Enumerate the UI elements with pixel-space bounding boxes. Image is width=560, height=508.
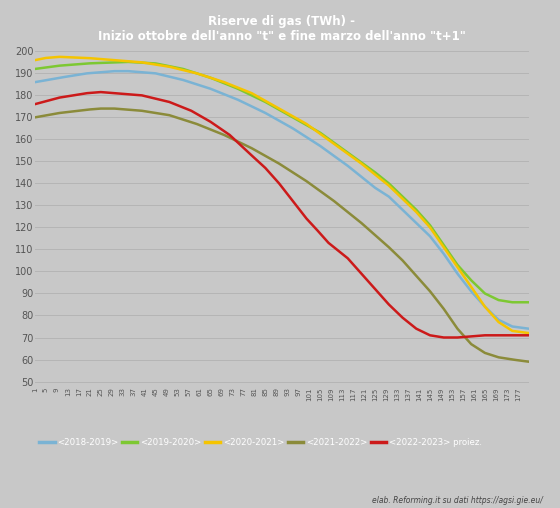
<2020-2021> [270, 103, 277, 109]
<2018-2019> [270, 115, 277, 121]
<2022-2023> proiez. [273, 177, 279, 183]
<2020-2021> [443, 248, 450, 255]
<2020-2021> [31, 57, 38, 63]
<2018-2019> [273, 116, 279, 122]
<2020-2021> [273, 104, 279, 110]
<2018-2019> [73, 72, 80, 78]
Line: <2020-2021>: <2020-2021> [35, 57, 529, 333]
<2019-2020> [509, 299, 516, 305]
<2018-2019> [111, 68, 118, 74]
<2022-2023> proiez. [109, 90, 115, 96]
<2018-2019> [171, 75, 178, 81]
Text: elab. Reforming.it su dati https://agsi.gie.eu/: elab. Reforming.it su dati https://agsi.… [372, 496, 543, 505]
Line: <2022-2023> proiez.: <2022-2023> proiez. [35, 92, 529, 337]
<2019-2020> [270, 104, 277, 110]
<2019-2020> [443, 246, 450, 252]
<2021-2022> [171, 114, 178, 120]
<2021-2022> [270, 157, 277, 164]
<2018-2019> [443, 255, 450, 261]
Legend: <2018-2019>, <2019-2020>, <2020-2021>, <2021-2022>, <2022-2023> proiez.: <2018-2019>, <2019-2020>, <2020-2021>, <… [36, 434, 485, 450]
<2019-2020> [73, 61, 80, 68]
<2019-2020> [106, 59, 113, 66]
<2020-2021> [76, 54, 82, 60]
Title: Riserve di gas (TWh) -
Inizio ottobre dell'anno "t" e fine marzo dell'anno "t+1": Riserve di gas (TWh) - Inizio ottobre de… [98, 15, 466, 43]
<2020-2021> [525, 330, 532, 336]
Line: <2019-2020>: <2019-2020> [35, 62, 529, 302]
Line: <2018-2019>: <2018-2019> [35, 71, 529, 329]
<2022-2023> proiez. [525, 332, 532, 338]
<2019-2020> [125, 59, 132, 65]
<2018-2019> [31, 79, 38, 85]
<2022-2023> proiez. [270, 174, 277, 180]
<2020-2021> [171, 65, 178, 71]
<2021-2022> [97, 106, 104, 112]
<2019-2020> [273, 105, 279, 111]
<2022-2023> proiez. [440, 334, 447, 340]
<2021-2022> [73, 108, 80, 114]
<2022-2023> proiez. [31, 101, 38, 107]
<2022-2023> proiez. [73, 92, 80, 98]
<2018-2019> [525, 326, 532, 332]
<2021-2022> [525, 359, 532, 365]
<2020-2021> [109, 57, 115, 63]
<2021-2022> [443, 310, 450, 316]
<2022-2023> proiez. [446, 334, 452, 340]
<2019-2020> [31, 66, 38, 72]
<2022-2023> proiez. [171, 101, 178, 107]
<2019-2020> [525, 299, 532, 305]
<2018-2019> [106, 69, 113, 75]
<2021-2022> [31, 114, 38, 120]
<2021-2022> [109, 106, 115, 112]
<2019-2020> [171, 64, 178, 70]
Line: <2021-2022>: <2021-2022> [35, 109, 529, 362]
<2021-2022> [273, 159, 279, 165]
<2022-2023> proiez. [97, 89, 104, 95]
<2020-2021> [56, 54, 63, 60]
